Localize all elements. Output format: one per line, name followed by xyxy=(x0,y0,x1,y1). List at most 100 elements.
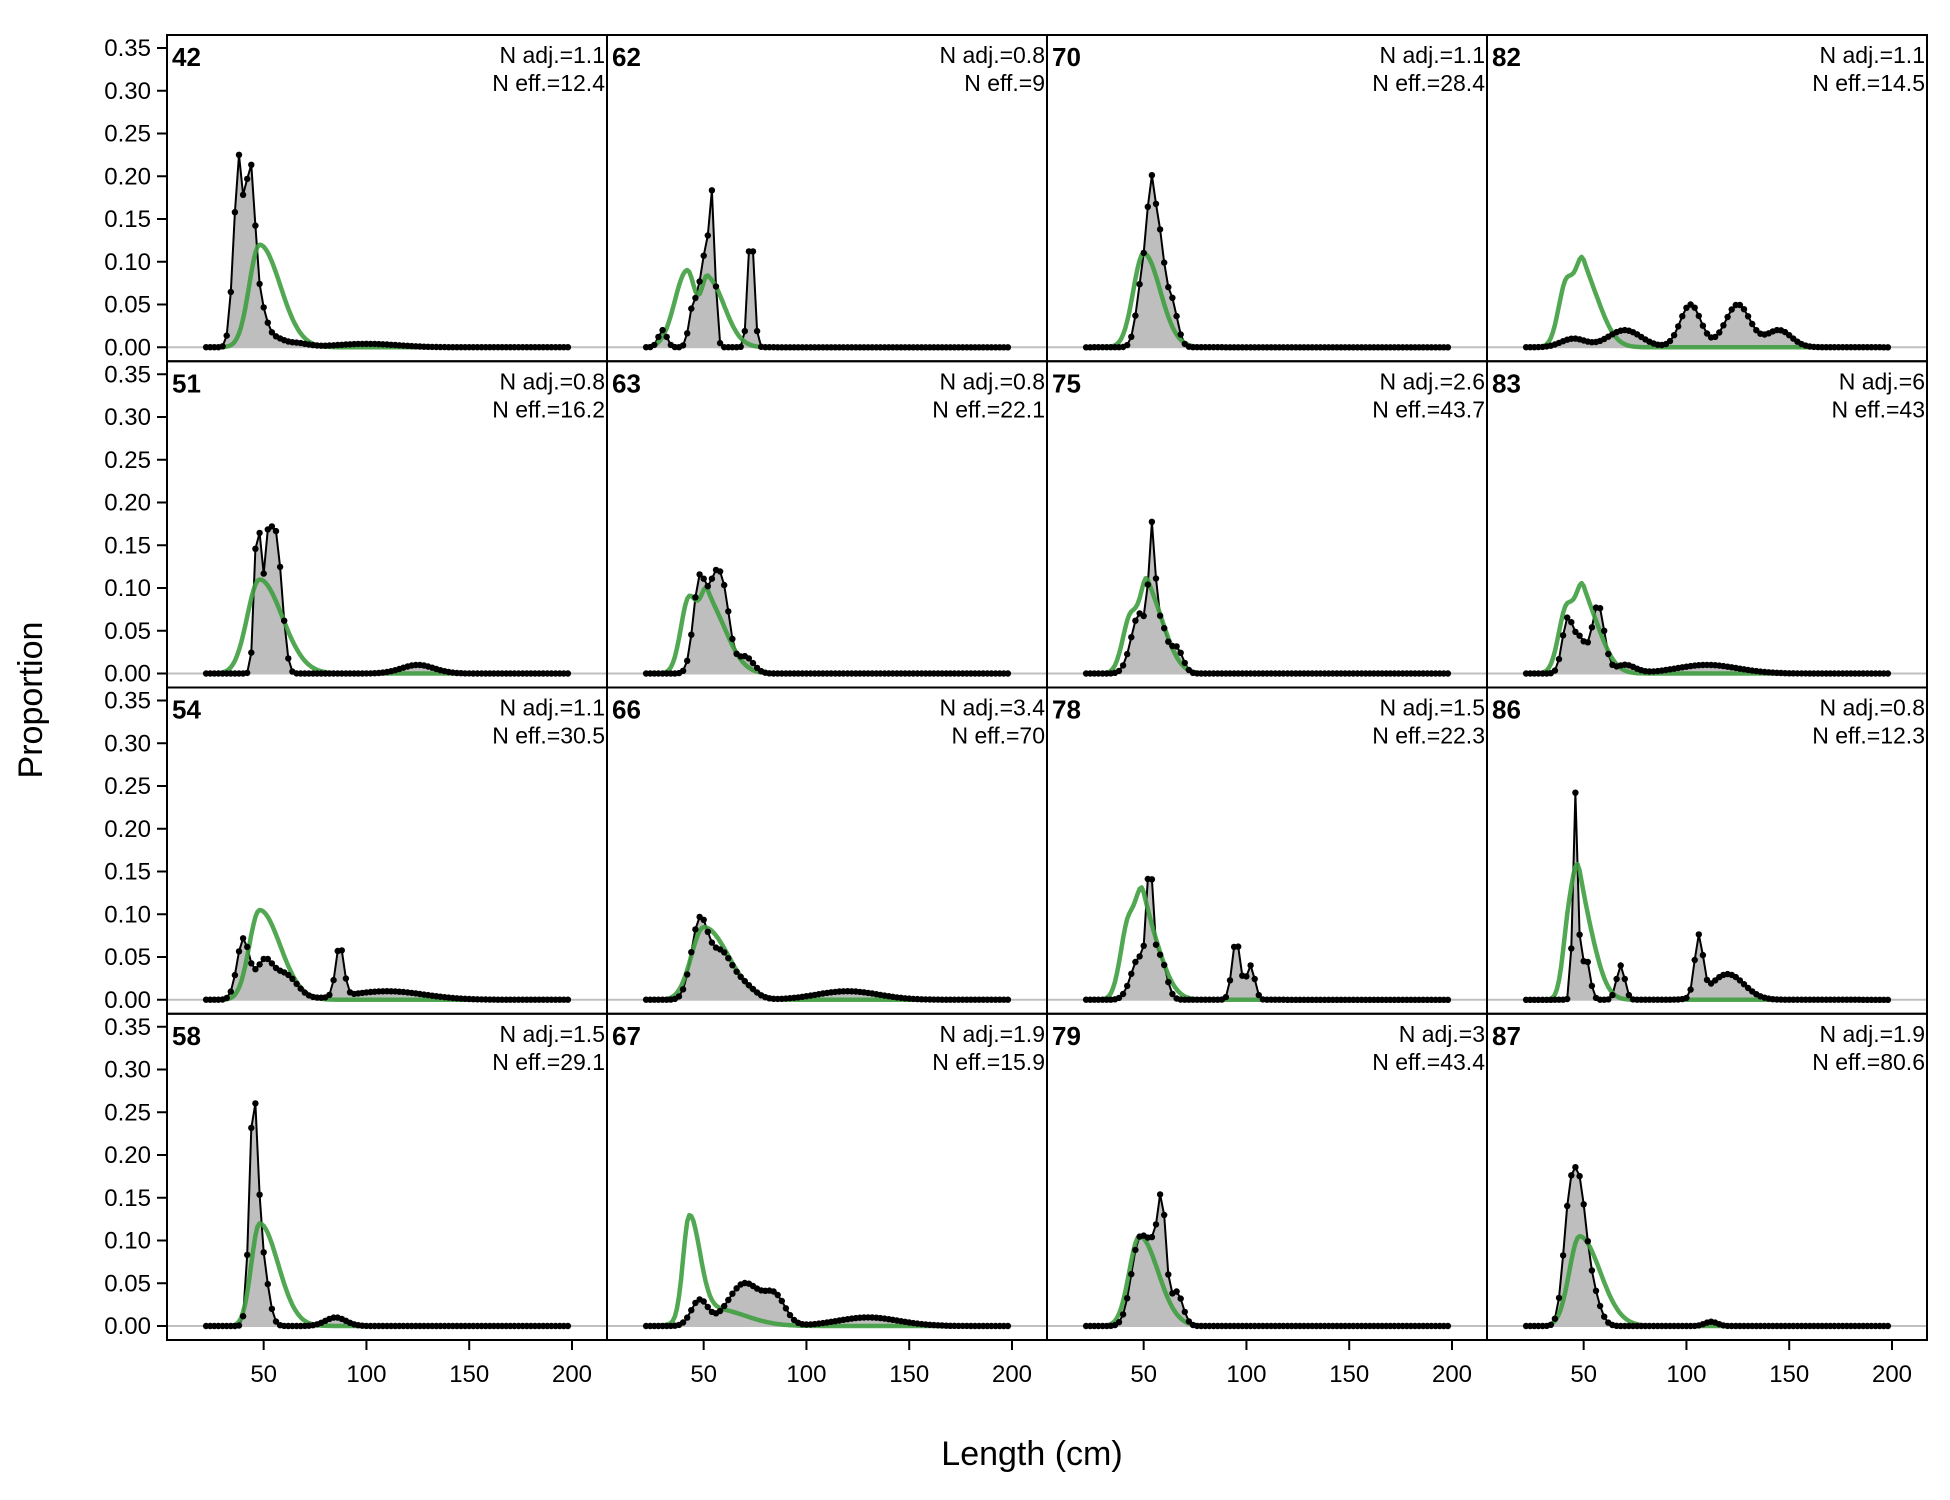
observed-point xyxy=(1169,294,1176,301)
panel-70: 70 N adj.=1.1N eff.=28.4 xyxy=(1046,34,1488,363)
observed-point xyxy=(268,1305,276,1313)
panel-86: 86 N adj.=0.8N eff.=12.3 xyxy=(1486,686,1928,1015)
observed-point xyxy=(276,563,284,571)
observed-point xyxy=(264,319,271,326)
observed-point xyxy=(1177,1295,1184,1302)
panel-75: 75 N adj.=2.6N eff.=43.7 xyxy=(1046,360,1488,689)
x-tick-label: 200 xyxy=(1872,1361,1912,1388)
observed-point xyxy=(692,1299,699,1307)
observed-area xyxy=(646,190,1008,348)
observed-point xyxy=(1576,632,1583,639)
observed-point xyxy=(1132,1246,1139,1254)
x-tick-label: 50 xyxy=(250,1361,277,1388)
panel-year-label: 75 xyxy=(1052,368,1081,398)
observed-point xyxy=(564,996,572,1003)
observed-point xyxy=(1132,617,1139,624)
observed-point xyxy=(1749,320,1756,328)
y-tick-label: 0.25 xyxy=(104,1099,151,1126)
observed-point xyxy=(564,344,572,351)
observed-point xyxy=(679,986,687,993)
observed-point xyxy=(1564,1202,1571,1210)
observed-point xyxy=(256,529,263,537)
observed-point xyxy=(733,968,740,975)
observed-area xyxy=(1526,1167,1888,1326)
observed-point xyxy=(1004,1322,1012,1330)
observed-point xyxy=(1247,962,1254,969)
y-tick-label: 0.10 xyxy=(104,901,151,928)
observed-point xyxy=(239,935,247,942)
observed-point xyxy=(1115,994,1123,1002)
observed-point xyxy=(688,305,695,312)
observed-point xyxy=(749,248,757,255)
observed-point xyxy=(1128,1270,1135,1278)
observed-point xyxy=(688,1307,695,1314)
observed-point xyxy=(1699,322,1707,329)
panel-67: 67 N adj.=1.9N eff.=15.9 xyxy=(606,1012,1048,1341)
observed-point xyxy=(248,1124,255,1132)
observed-point xyxy=(716,339,724,347)
observed-point xyxy=(1605,650,1612,658)
observed-point xyxy=(1132,312,1139,319)
observed-point xyxy=(1444,344,1452,351)
observed-point xyxy=(1124,650,1131,658)
y-tick-label: 0.35 xyxy=(104,35,151,62)
observed-point xyxy=(1152,1221,1160,1228)
n-adj-label: N adj.=1.1 xyxy=(500,695,606,721)
y-tick-label: 0.20 xyxy=(104,1142,151,1169)
observed-point xyxy=(1564,614,1571,621)
panel-border xyxy=(1486,1012,1928,1341)
observed-point xyxy=(1592,1287,1600,1295)
observed-point xyxy=(1161,259,1168,266)
n-eff-label: N eff.=15.9 xyxy=(932,1049,1045,1075)
observed-point xyxy=(696,571,703,578)
n-eff-label: N eff.=16.2 xyxy=(492,396,605,422)
observed-point xyxy=(704,232,711,239)
n-adj-label: N adj.=1.1 xyxy=(500,42,606,68)
observed-point xyxy=(1580,1201,1587,1208)
panel-87: 87 N adj.=1.9N eff.=80.6 xyxy=(1486,1012,1928,1341)
panel-year-label: 78 xyxy=(1052,695,1081,725)
panel-79: 79 N adj.=3N eff.=43.4 xyxy=(1046,1012,1488,1341)
observed-point xyxy=(704,1303,711,1311)
observed-point xyxy=(1132,958,1139,966)
n-eff-label: N eff.=22.1 xyxy=(932,396,1045,422)
observed-point xyxy=(741,327,748,335)
panel-42: 42 N adj.=1.1N eff.=12.4 xyxy=(166,34,608,363)
observed-point xyxy=(1736,301,1744,309)
observed-point xyxy=(1156,226,1164,233)
observed-point xyxy=(1243,973,1250,980)
observed-point xyxy=(1148,172,1156,179)
observed-point xyxy=(281,617,288,624)
n-adj-label: N adj.=1.9 xyxy=(940,1021,1046,1047)
observed-point xyxy=(684,657,691,664)
x-axis-title: Length (cm) xyxy=(941,1435,1122,1473)
observed-point xyxy=(256,280,263,288)
observed-point xyxy=(737,343,744,350)
observed-point xyxy=(1181,1308,1189,1316)
x-tick-label: 50 xyxy=(1130,1361,1157,1388)
observed-point xyxy=(1444,1322,1452,1330)
n-eff-label: N eff.=22.3 xyxy=(1372,723,1485,749)
observed-point xyxy=(252,1100,259,1107)
y-tick-label: 0.15 xyxy=(104,1185,151,1212)
n-adj-label: N adj.=1.1 xyxy=(1820,42,1926,68)
observed-point xyxy=(1119,662,1127,669)
observed-point xyxy=(1004,670,1012,677)
observed-point xyxy=(268,960,276,967)
panel-year-label: 58 xyxy=(172,1021,201,1051)
y-tick-label: 0.05 xyxy=(104,618,151,645)
y-tick-label: 0.05 xyxy=(104,292,151,319)
n-eff-label: N eff.=12.3 xyxy=(1812,723,1925,749)
panel-year-label: 54 xyxy=(172,695,201,725)
y-tick-label: 0.35 xyxy=(104,1014,151,1041)
observed-point xyxy=(564,1322,572,1330)
observed-point xyxy=(749,659,757,667)
observed-point xyxy=(1576,1172,1583,1180)
observed-point xyxy=(721,581,728,589)
observed-point xyxy=(264,1280,271,1288)
observed-point xyxy=(1251,975,1258,983)
observed-point xyxy=(1736,977,1744,984)
observed-point xyxy=(1128,333,1135,340)
panel-year-label: 82 xyxy=(1492,42,1521,72)
observed-point xyxy=(342,975,350,982)
